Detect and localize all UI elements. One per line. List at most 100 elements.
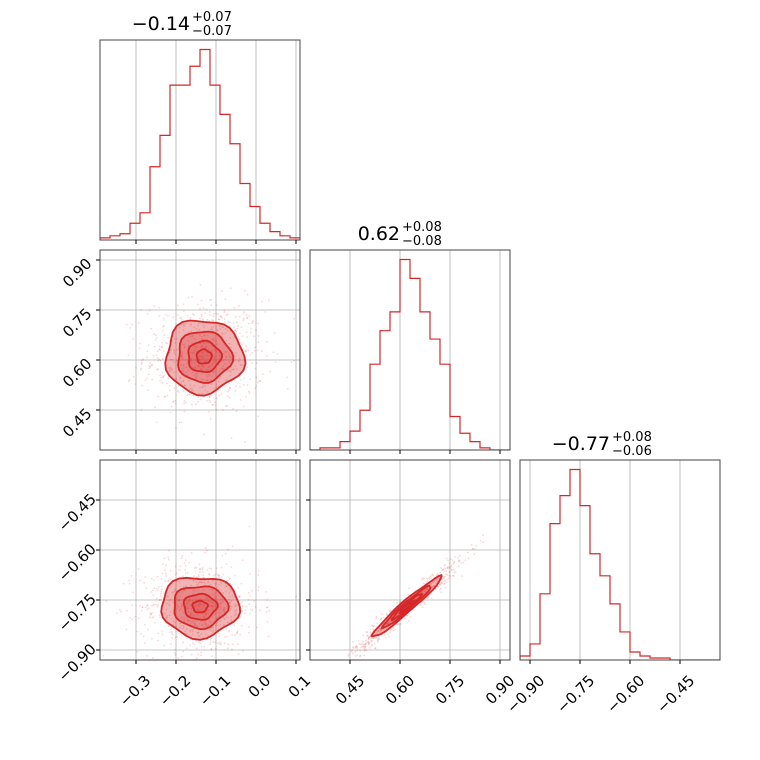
sample-point	[194, 604, 197, 607]
sample-point	[444, 575, 447, 578]
sample-point	[225, 339, 228, 342]
sample-point	[102, 654, 105, 657]
sample-point	[225, 590, 227, 593]
panel-title-minus-0: −0.07	[192, 24, 232, 39]
sample-point	[352, 646, 354, 648]
sample-point	[181, 358, 184, 361]
sample-point	[146, 604, 149, 607]
sample-point	[235, 385, 238, 388]
sample-point	[168, 370, 171, 373]
sample-point	[467, 551, 469, 554]
sample-point	[183, 346, 186, 349]
sample-point	[144, 623, 146, 626]
sample-point	[218, 354, 221, 357]
sample-point	[219, 608, 222, 611]
sample-point	[239, 342, 242, 344]
sample-point	[223, 642, 226, 645]
sample-point	[178, 326, 181, 329]
sample-point	[198, 359, 201, 362]
sample-point	[245, 314, 248, 317]
sample-point	[441, 577, 444, 580]
sample-point	[167, 580, 169, 582]
sample-point	[174, 353, 177, 356]
sample-point	[220, 602, 222, 605]
sample-point	[228, 609, 231, 611]
sample-point	[196, 613, 199, 616]
scatter-panel-2-0	[100, 460, 300, 663]
sample-point	[251, 319, 254, 322]
sample-point	[143, 582, 145, 584]
sample-point	[364, 643, 367, 645]
sample-point	[200, 651, 203, 654]
sample-point	[197, 322, 200, 325]
sample-point	[351, 652, 354, 655]
sample-point	[474, 547, 476, 550]
sample-point	[238, 315, 241, 318]
sample-point	[464, 559, 467, 562]
sample-point	[205, 549, 208, 552]
sample-point	[222, 326, 225, 329]
sample-point	[194, 366, 197, 369]
sample-point	[397, 623, 400, 626]
sample-point	[227, 630, 230, 633]
sample-point	[446, 567, 449, 570]
sample-point	[249, 331, 252, 334]
sample-point	[153, 587, 156, 590]
sample-point	[375, 615, 378, 618]
sample-point	[171, 591, 174, 594]
sample-point	[414, 598, 417, 601]
sample-point	[170, 349, 172, 352]
sample-point	[138, 661, 140, 663]
sample-point	[196, 372, 199, 375]
sample-point	[249, 572, 251, 575]
sample-point	[445, 557, 448, 560]
sample-point	[193, 367, 196, 370]
sample-point	[450, 565, 453, 568]
sample-point	[239, 633, 242, 636]
sample-point	[193, 349, 196, 352]
sample-point	[212, 626, 215, 629]
sample-point	[374, 647, 376, 650]
sample-point	[225, 585, 228, 588]
sample-point	[183, 402, 185, 405]
sample-point	[176, 598, 179, 601]
sample-point	[161, 345, 163, 348]
sample-point	[179, 565, 182, 568]
histogram-panel-2	[520, 460, 720, 660]
sample-point	[166, 594, 169, 597]
sample-point	[356, 645, 359, 648]
sample-point	[150, 637, 153, 640]
sample-point	[378, 627, 381, 630]
sample-point	[205, 345, 208, 348]
sample-point	[215, 624, 218, 627]
sample-point	[440, 582, 443, 585]
sample-point	[212, 403, 214, 406]
sample-point	[137, 568, 140, 570]
sample-point	[194, 605, 197, 608]
sample-point	[180, 616, 182, 619]
sample-point	[118, 608, 121, 611]
sample-point	[212, 315, 215, 317]
sample-point	[219, 624, 222, 626]
sample-point	[372, 637, 375, 640]
sample-point	[222, 609, 224, 612]
sample-point	[222, 624, 225, 626]
sample-point	[197, 392, 200, 395]
sample-point	[233, 596, 235, 599]
sample-point	[176, 607, 179, 610]
sample-point	[214, 583, 217, 586]
sample-point	[172, 400, 175, 403]
sample-point	[214, 591, 217, 594]
x-tick-label: 0.0	[245, 672, 275, 702]
sample-point	[181, 369, 184, 372]
sample-point	[179, 364, 182, 367]
panel-title-plus-1: +0.08	[402, 220, 442, 235]
sample-point	[163, 395, 166, 398]
sample-point	[224, 635, 226, 638]
sample-point	[168, 614, 171, 617]
sample-point	[213, 357, 215, 359]
sample-point	[240, 326, 243, 329]
sample-point	[426, 578, 429, 580]
sample-point	[178, 581, 181, 583]
sample-point	[143, 642, 146, 645]
